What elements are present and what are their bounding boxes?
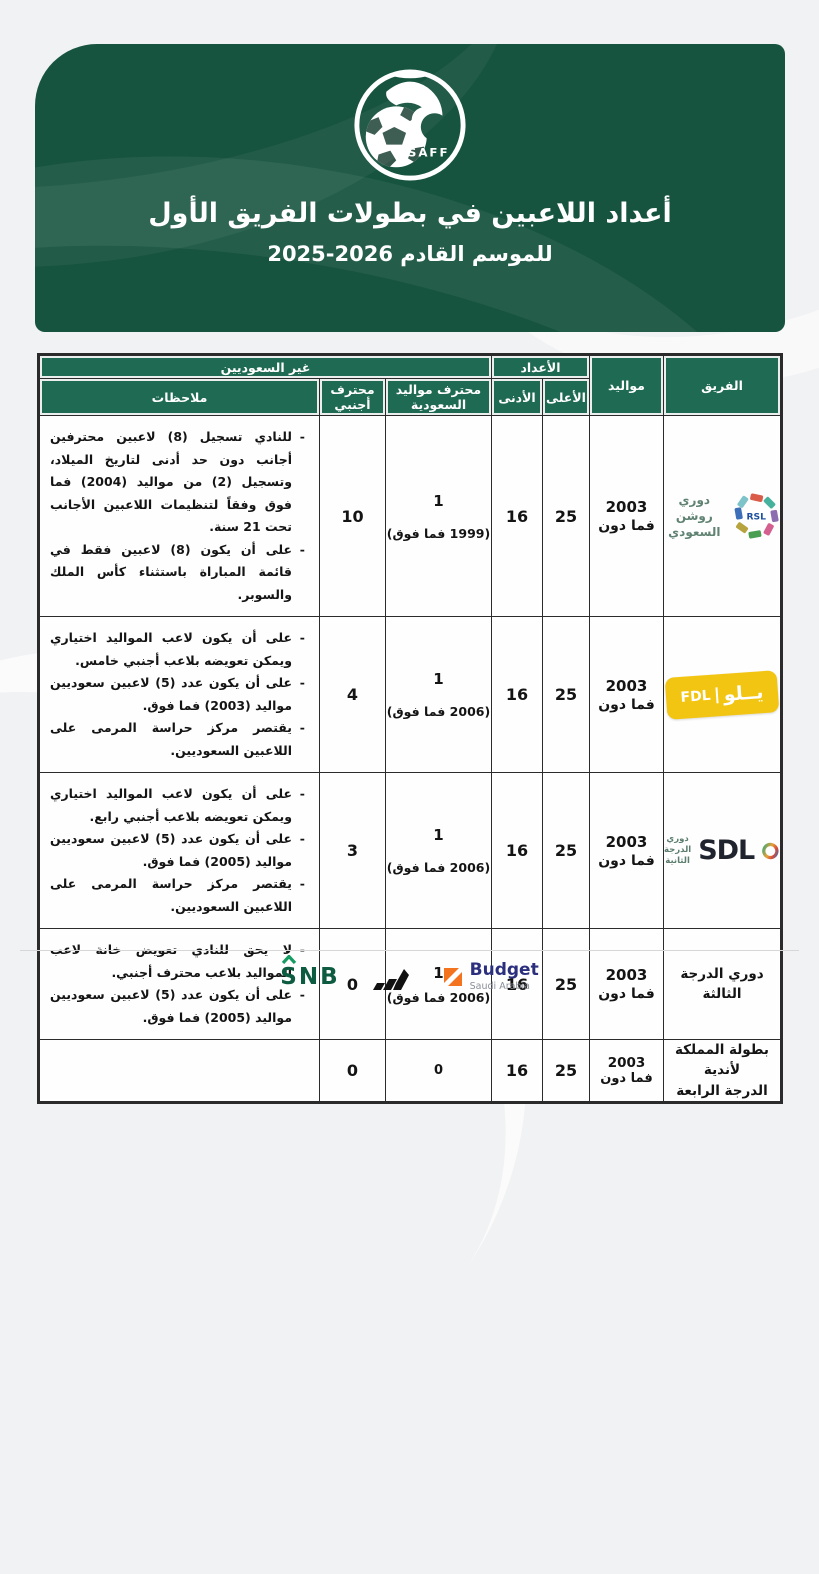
max-cell: 25 xyxy=(542,415,590,617)
foreign-pro-cell: 3 xyxy=(319,772,386,929)
saff-logo-text: SAFF xyxy=(408,145,450,159)
adidas-logo xyxy=(372,968,409,990)
column-header-non-saudis: غير السعوديين xyxy=(39,355,492,379)
column-header-team: الفريق xyxy=(663,355,781,416)
birth-cell: 2003 فما دون xyxy=(589,772,664,929)
birth-cell: 2003 فما دون xyxy=(589,415,664,617)
max-cell: 25 xyxy=(542,1039,590,1102)
notes-cell-empty xyxy=(39,1039,320,1102)
column-header-counts: الأعداد xyxy=(491,355,590,379)
team-cell-rsl: RSL دوري روشن السعودي xyxy=(663,415,781,617)
foreign-pro-cell: 10 xyxy=(319,415,386,617)
team-cell-fourth-division: بطولة المملكة لأندية الدرجة الرابعة xyxy=(663,1039,781,1102)
sponsor-logos: SNB Budget Saudi Arabia xyxy=(0,955,819,992)
foreign-pro-cell: 0 xyxy=(319,1039,386,1102)
column-header-saudi-born-pro: محترف مواليد السعودية xyxy=(385,378,492,416)
max-cell: 25 xyxy=(542,772,590,929)
yelo-league-logo: يــلو FDL xyxy=(664,669,780,720)
team-cell-third-division: دوري الدرجة الثالثة xyxy=(663,928,781,1040)
budget-logo: Budget Saudi Arabia xyxy=(442,962,539,992)
table-row: يــلو FDL 2003 فما دون 25 16 1 (2006 فما… xyxy=(39,616,781,773)
sdl-logo-text: SDL xyxy=(698,835,755,866)
saff-federation-logo: SAFF xyxy=(354,69,466,181)
min-cell: 16 xyxy=(491,1039,543,1102)
snb-caret-icon xyxy=(282,955,297,964)
birth-cell: 2003 فما دون xyxy=(589,928,664,1040)
column-header-max: الأعلى xyxy=(542,378,590,416)
max-cell: 25 xyxy=(542,616,590,773)
table-row: SDL دوري الدرجة الثانية 2003 فما دون 25 … xyxy=(39,772,781,929)
saudi-born-pro-cell: 0 xyxy=(385,1039,492,1102)
column-header-notes: ملاحظات xyxy=(39,378,320,416)
notes-cell: للنادي تسجيل (8) لاعبين محترفين أجانب دو… xyxy=(39,415,320,617)
team-cell-yelo: يــلو FDL xyxy=(663,616,781,773)
rsl-league-logo: RSL xyxy=(734,493,779,539)
min-cell: 16 xyxy=(491,415,543,617)
column-header-birth: مواليد xyxy=(589,355,664,416)
team-name-sdl: دوري الدرجة الثانية xyxy=(664,833,692,867)
notes-cell: على أن يكون لاعب المواليد اختياري ويمكن … xyxy=(39,772,320,929)
table-row: دوري الدرجة الثالثة 2003 فما دون 25 16 1… xyxy=(39,928,781,1040)
notes-cell: على أن يكون لاعب المواليد اختياري ويمكن … xyxy=(39,616,320,773)
notes-cell: لا يحق للنادي تعويض خانة لاعب المواليد ب… xyxy=(39,928,320,1040)
saudi-born-pro-cell: 1 (2006 فما فوق) xyxy=(385,772,492,929)
page-title: أعداد اللاعبين في بطولات الفريق الأول xyxy=(148,198,672,229)
column-header-min: الأدنى xyxy=(491,378,543,416)
header-banner: SAFF أعداد اللاعبين في بطولات الفريق الأ… xyxy=(35,44,785,332)
rsl-logo-text: RSL xyxy=(746,511,766,522)
min-cell: 16 xyxy=(491,928,543,1040)
page-subtitle: للموسم القادم 2026-2025 xyxy=(267,242,553,266)
budget-mark-icon xyxy=(443,968,462,986)
team-name-rsl: دوري روشن السعودي xyxy=(668,492,721,540)
sdl-league-logo xyxy=(762,842,779,859)
table-row: بطولة المملكة لأندية الدرجة الرابعة 2003… xyxy=(39,1039,781,1102)
saudi-born-pro-cell: 1 (2006 فما فوق) xyxy=(385,616,492,773)
table-row: RSL دوري روشن السعودي 2003 فما دون 25 16 xyxy=(39,415,781,617)
foreign-pro-cell: 4 xyxy=(319,616,386,773)
birth-cell: 2003 فما دون xyxy=(589,616,664,773)
snb-logo: SNB xyxy=(280,955,339,990)
team-cell-sdl: SDL دوري الدرجة الثانية xyxy=(663,772,781,929)
column-header-foreign-pro: محترف أجنبي xyxy=(319,378,386,416)
min-cell: 16 xyxy=(491,616,543,773)
foreign-pro-cell: 0 xyxy=(319,928,386,1040)
min-cell: 16 xyxy=(491,772,543,929)
max-cell: 25 xyxy=(542,928,590,1040)
birth-cell: 2003 فما دون xyxy=(589,1039,664,1102)
saudi-born-pro-cell: 1 (1999 فما فوق) xyxy=(385,415,492,617)
footer-divider xyxy=(20,950,799,951)
